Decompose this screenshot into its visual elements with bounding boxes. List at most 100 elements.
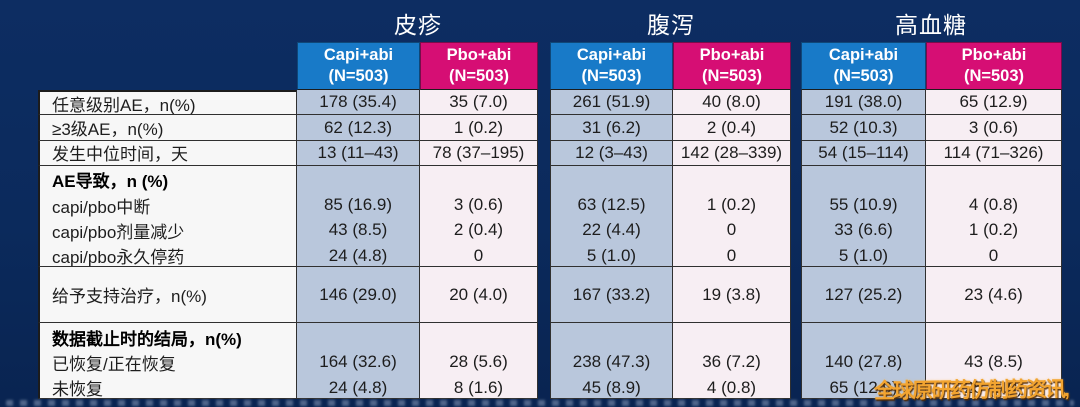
value-line: 238 (47.3) <box>572 352 651 372</box>
value-lines: 63 (12.5) 22 (4.4) 5 (1.0) <box>551 166 672 266</box>
table-cell: 167 (33.2) <box>550 267 673 324</box>
row-label-line: 未恢复 <box>52 380 103 400</box>
table-header-row: Capi+abi (N=503) Pbo+abi (N=503) Capi+abi (N=… <box>38 42 1062 90</box>
column-header: Pbo+abi (N=503) <box>926 42 1062 90</box>
row-label-line: capi/pbo永久停药 <box>52 248 185 268</box>
table-cell: 3 (0.6) 2 (0.4) 0 <box>420 166 538 268</box>
table-row: 给予支持治疗，n(%) 146 (29.0) 20 (4.0) 167 (33.2) 1… <box>38 267 1062 324</box>
row-label: 数据截止时的结局，n(%) 已恢复/正在恢复 未恢复 <box>38 323 297 400</box>
table-cell: 19 (3.8) <box>673 267 791 324</box>
table-cell: 23 (4.6) <box>926 267 1062 324</box>
row-label-line: capi/pbo中断 <box>52 197 151 217</box>
column-header-arm: Capi+abi <box>576 46 647 65</box>
value-line: 28 (5.6) <box>449 352 508 372</box>
value-line: 4 (0.8) <box>968 195 1019 215</box>
value-line: 63 (12.5) <box>577 195 646 215</box>
value-line: 5 (1.0) <box>586 245 637 265</box>
table-cell: 65 (12.9) <box>926 90 1062 116</box>
table-cell: 191 (38.0) <box>801 90 926 116</box>
value-lines: 36 (7.2) 4 (0.8) <box>673 323 790 398</box>
group-gap <box>538 267 550 323</box>
group-gap <box>538 42 550 90</box>
value-line <box>551 324 672 349</box>
group-gap <box>791 141 801 166</box>
table-cell: 62 (12.3) <box>297 115 420 141</box>
table-cell: 78 (37–195) <box>420 140 538 167</box>
table-cell: 146 (29.0) <box>297 267 420 324</box>
value-line <box>673 167 790 192</box>
value-line: 22 (4.4) <box>582 220 641 240</box>
table-cell: 35 (7.0) <box>420 90 538 116</box>
value-line: 0 <box>473 245 484 265</box>
row-label: 任意级别AE，n(%) <box>38 90 297 116</box>
group-gap <box>538 90 550 115</box>
row-label: AE导致，n (%) capi/pbo中断 capi/pbo剂量减少 capi/pbo… <box>38 166 297 268</box>
table-cell: 43 (8.5) 25 (5.0) <box>926 323 1062 400</box>
column-header: Capi+abi (N=503) <box>550 42 673 90</box>
value-line: 0 <box>726 220 737 240</box>
table-row: 发生中位时间，天 13 (11–43) 78 (37–195) 12 (3–43) 14… <box>38 140 1062 167</box>
group-gap <box>791 90 801 115</box>
table-cell: 127 (25.2) <box>801 267 926 324</box>
value-lines: 4 (0.8) 1 (0.2) 0 <box>926 166 1061 266</box>
table-cell: 55 (10.9) 33 (6.6) 5 (1.0) <box>801 166 926 268</box>
group-gap <box>538 166 550 267</box>
value-line: 4 (0.8) <box>706 377 757 397</box>
value-line <box>551 167 672 192</box>
table-cell: 178 (35.4) <box>297 90 420 116</box>
column-header: Pbo+abi (N=503) <box>673 42 791 90</box>
value-line: 0 <box>988 245 999 265</box>
table-cell: 12 (3–43) <box>550 140 673 167</box>
value-lines: 85 (16.9) 43 (8.5) 24 (4.8) <box>297 166 419 266</box>
column-header: Capi+abi (N=503) <box>297 42 420 90</box>
column-header-n: (N=503) <box>701 67 763 85</box>
table-cell: 164 (32.6) 24 (4.8) <box>297 323 420 400</box>
column-header-arm: Capi+abi <box>323 46 394 65</box>
table-row: 数据截止时的结局，n(%) 已恢复/正在恢复 未恢复 164 (32.6) 24 (4.… <box>38 323 1062 400</box>
group-title-hyperglycemia: 高血糖 <box>895 12 967 38</box>
column-header: Pbo+abi (N=503) <box>420 42 538 90</box>
table-cell: 54 (15–114) <box>801 140 926 167</box>
value-line: 2 (0.4) <box>453 220 504 240</box>
table-cell: 1 (0.2) <box>420 115 538 141</box>
value-line: 85 (16.9) <box>323 195 393 215</box>
table-cell: 261 (51.9) <box>550 90 673 116</box>
group-gap <box>538 115 550 140</box>
column-header: Capi+abi (N=503) <box>801 42 926 90</box>
row-label-line: 数据截止时的结局，n(%) <box>52 329 242 349</box>
value-line: 1 (0.2) <box>968 220 1019 240</box>
column-header-arm: Capi+abi <box>828 46 899 65</box>
column-header-arm: Pbo+abi <box>699 46 765 65</box>
row-label-line: AE导致，n (%) <box>52 172 169 192</box>
value-line: 8 (1.6) <box>453 377 504 397</box>
table-cell: 4 (0.8) 1 (0.2) 0 <box>926 166 1062 268</box>
value-lines: 164 (32.6) 24 (4.8) <box>297 323 419 398</box>
value-line: 25 (5.0) <box>964 377 1023 397</box>
value-line <box>802 167 925 192</box>
column-header-n: (N=503) <box>581 67 642 85</box>
value-lines: 43 (8.5) 25 (5.0) <box>926 323 1061 398</box>
value-line: 45 (8.9) <box>582 377 641 397</box>
value-line: 65 (12.9) <box>829 377 898 397</box>
value-line <box>297 167 419 192</box>
value-line <box>802 324 925 349</box>
table-row: AE导致，n (%) capi/pbo中断 capi/pbo剂量减少 capi/pbo… <box>38 166 1062 268</box>
column-header-arm: Pbo+abi <box>446 46 512 65</box>
label-lines: AE导致，n (%) capi/pbo中断 capi/pbo剂量减少 capi/pbo… <box>40 166 296 268</box>
value-line: 3 (0.6) <box>453 195 504 215</box>
table-row: 任意级别AE，n(%) 178 (35.4) 35 (7.0) 261 (51.9) 4… <box>38 90 1062 116</box>
table-cell: 1 (0.2) 0 0 <box>673 166 791 268</box>
value-line <box>673 324 790 349</box>
value-line: 24 (4.8) <box>328 377 388 397</box>
value-lines: 55 (10.9) 33 (6.6) 5 (1.0) <box>802 166 925 266</box>
value-line: 24 (4.8) <box>328 245 388 265</box>
table-cell: 40 (8.0) <box>673 90 791 116</box>
table-cell: 20 (4.0) <box>420 267 538 324</box>
value-line <box>420 324 537 349</box>
column-header-n: (N=503) <box>963 67 1025 85</box>
column-header-n: (N=503) <box>833 67 894 85</box>
table-cell: 142 (28–339) <box>673 140 791 167</box>
column-header-n: (N=503) <box>328 67 389 85</box>
value-line: 5 (1.0) <box>838 245 889 265</box>
